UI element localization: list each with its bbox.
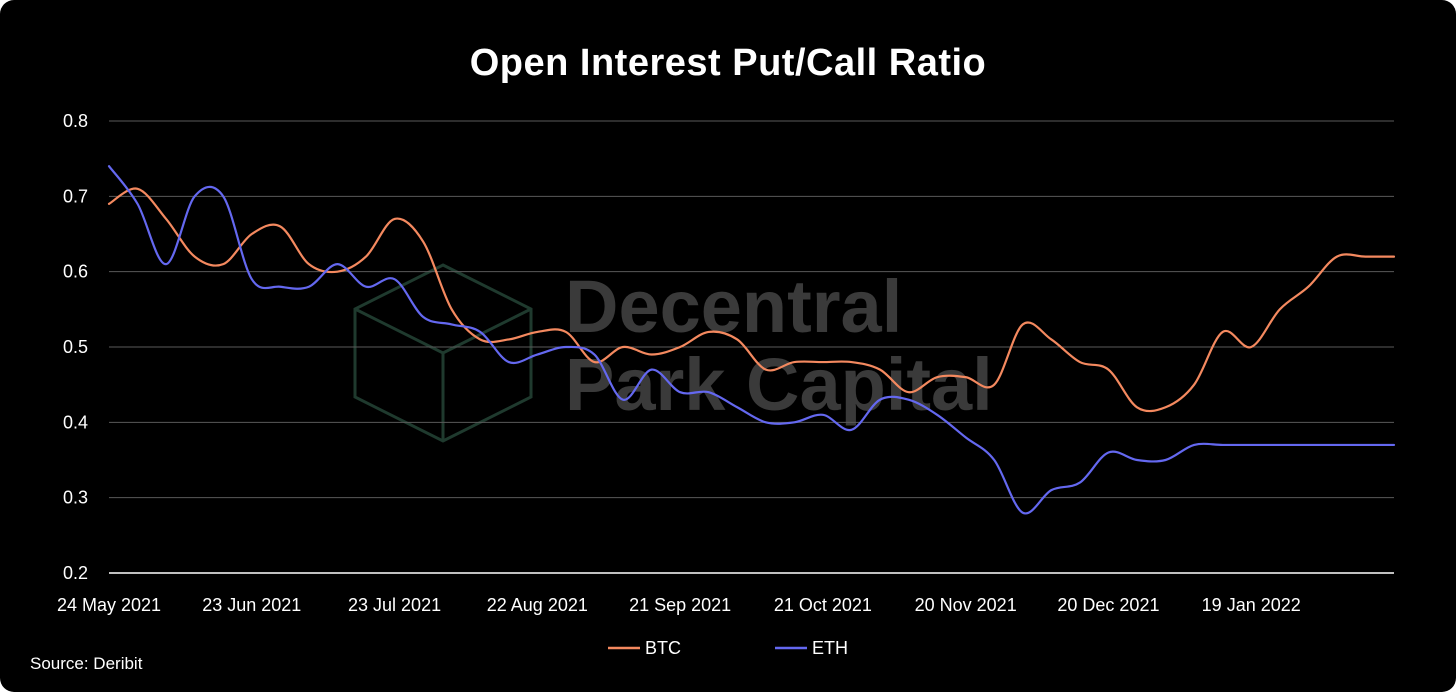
x-tick-label: 19 Jan 2022 <box>1202 595 1301 615</box>
watermark-text: Decentral <box>565 265 902 348</box>
legend: BTC ETH <box>608 638 848 658</box>
x-tick-label: 22 Aug 2021 <box>487 595 588 615</box>
y-tick-label: 0.4 <box>63 412 88 432</box>
x-tick-label: 23 Jul 2021 <box>348 595 441 615</box>
x-tick-label: 23 Jun 2021 <box>202 595 301 615</box>
y-tick-label: 0.2 <box>63 563 88 583</box>
x-tick-label: 21 Oct 2021 <box>774 595 872 615</box>
legend-label-eth: ETH <box>812 638 848 658</box>
x-tick-label: 24 May 2021 <box>57 595 161 615</box>
y-tick-label: 0.8 <box>63 111 88 131</box>
chart-title: Open Interest Put/Call Ratio <box>469 42 987 84</box>
x-tick-label: 20 Nov 2021 <box>915 595 1017 615</box>
series-lines <box>107 165 1396 515</box>
watermark-cube-edge <box>354 307 532 355</box>
legend-label-btc: BTC <box>645 638 681 658</box>
grid-lines <box>109 120 1394 574</box>
y-tick-label: 0.5 <box>63 337 88 357</box>
y-axis-ticks: 0.2 0.3 0.4 0.5 0.6 0.7 0.8 <box>63 111 88 583</box>
series-line-eth <box>107 165 1396 515</box>
x-axis-ticks: 24 May 2021 23 Jun 2021 23 Jul 2021 22 Aug … <box>57 595 1301 615</box>
watermark-text: Park Capital <box>565 343 993 426</box>
source-note: Source: Deribit <box>30 654 143 673</box>
x-tick-label: 21 Sep 2021 <box>629 595 731 615</box>
x-tick-label: 20 Dec 2021 <box>1057 595 1159 615</box>
y-tick-label: 0.3 <box>63 488 88 508</box>
y-tick-label: 0.6 <box>63 262 88 282</box>
y-tick-label: 0.7 <box>63 186 88 206</box>
